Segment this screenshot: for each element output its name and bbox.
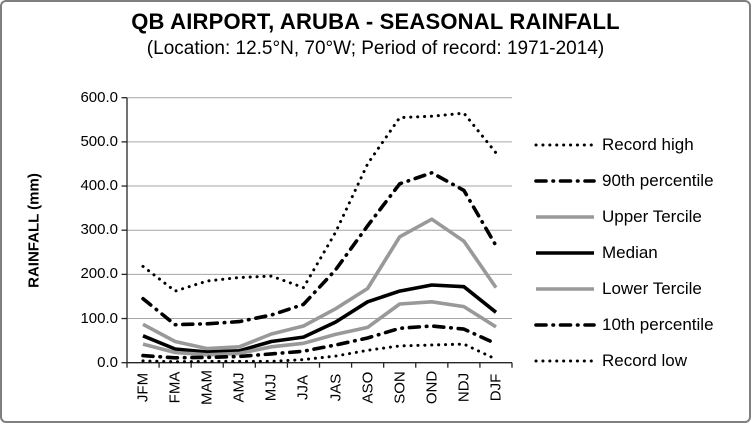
- legend-label: Upper Tercile: [602, 207, 702, 226]
- legend-item-upper-tercile: Upper Tercile: [533, 199, 749, 235]
- legend-item-record-low: Record low: [533, 343, 749, 379]
- x-axis-label-ndj: NDJ: [455, 372, 473, 403]
- legend: Record high 90th percentile Upper Tercile M…: [533, 127, 749, 379]
- series-line-90th-percentile: [141, 171, 498, 327]
- x-axis-label-ond: OND: [423, 370, 441, 405]
- legend-label: 10th percentile: [602, 315, 714, 334]
- y-axis-tick-label: 0.0: [97, 353, 118, 371]
- chart-title: QB AIRPORT, ARUBA - SEASONAL RAINFALL: [131, 9, 620, 34]
- legend-line-sample-dotted-icon: [534, 359, 596, 363]
- series-line-record-high: [141, 111, 498, 293]
- x-axis-label-son: SON: [391, 371, 409, 404]
- series-line-lower-tercile: [142, 299, 497, 357]
- x-axis-label-mam: MAM: [198, 370, 216, 405]
- legend-item-median: Median: [533, 235, 749, 271]
- legend-line-sample-solid-icon: [536, 287, 594, 291]
- series-line-record-low: [141, 342, 498, 364]
- y-axis-tick-label: 200.0: [80, 265, 118, 283]
- legend-line-sample-solid-icon: [536, 215, 594, 219]
- series-line-median: [142, 283, 498, 354]
- legend-item-record-high: Record high: [533, 127, 749, 163]
- x-axis-label-jja: JJA: [294, 375, 312, 401]
- y-axis-tick-label: 400.0: [80, 177, 118, 195]
- x-axis-label-aso: ASO: [359, 371, 377, 404]
- chart-subtitle: (Location: 12.5°N, 70°W; Period of recor…: [146, 38, 605, 59]
- y-axis-tick-label: 500.0: [80, 132, 118, 150]
- x-axis-label-amj: AMJ: [230, 372, 248, 403]
- y-axis-tick-label: 300.0: [80, 221, 118, 239]
- legend-line-sample-dotted-icon: [534, 143, 596, 147]
- x-axis-label-fma: FMA: [166, 371, 184, 404]
- legend-label: Record high: [602, 135, 694, 154]
- y-axis-tick-label: 100.0: [80, 309, 118, 327]
- legend-line-sample-dashdot-icon: [534, 179, 596, 183]
- legend-label: Record low: [602, 351, 688, 370]
- x-axis-label-mjj: MJJ: [262, 373, 280, 402]
- x-axis-label-jfm: JFM: [134, 372, 152, 403]
- legend-line-sample-solid-icon: [536, 251, 594, 255]
- legend-item-lower-tercile: Lower Tercile: [533, 271, 749, 307]
- legend-label: 90th percentile: [602, 171, 714, 190]
- legend-line-sample-dashdot-icon: [534, 323, 596, 327]
- legend-label: Median: [602, 243, 658, 262]
- series-line-upper-tercile: [142, 217, 498, 351]
- series-line-10th-percentile: [141, 324, 498, 360]
- legend-item-90th-percentile: 90th percentile: [533, 163, 749, 199]
- y-axis-tick-label: 600.0: [80, 88, 118, 106]
- legend-label: Lower Tercile: [602, 279, 702, 298]
- x-axis-label-jas: JAS: [327, 373, 345, 402]
- x-axis-label-djf: DJF: [487, 373, 505, 402]
- legend-item-10th-percentile: 10th percentile: [533, 307, 749, 343]
